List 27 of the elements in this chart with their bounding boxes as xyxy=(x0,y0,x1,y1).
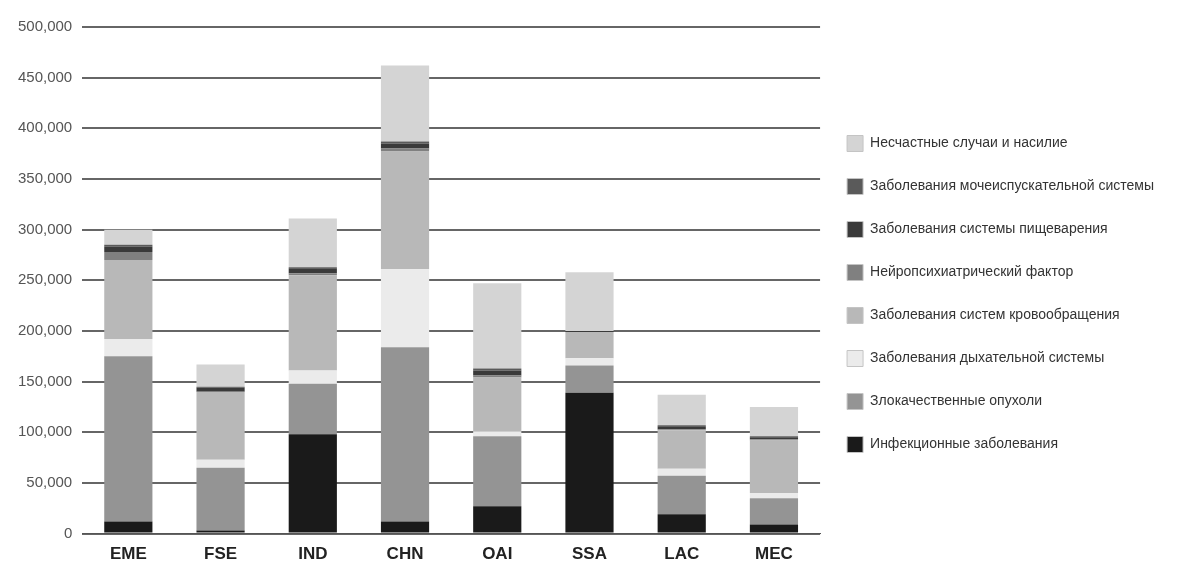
y-tick-label: 250,000 xyxy=(17,270,73,288)
x-tick-label: MEC xyxy=(755,544,793,564)
legend-label: Несчастные случаи и насилие xyxy=(870,134,1068,151)
y-tick-label: 300,000 xyxy=(17,219,73,237)
legend-label: Заболевания мочеиспускательной системы xyxy=(870,177,1154,194)
x-tick-label: IND xyxy=(298,544,328,564)
y-tick-label: 450,000 xyxy=(17,67,73,85)
x-tick-label: FSE xyxy=(204,544,238,564)
legend-label: Заболевания систем кровообращения xyxy=(870,306,1120,323)
x-tick-label: EME xyxy=(109,544,147,564)
y-tick-label: 350,000 xyxy=(17,169,73,187)
legend-label: Злокачественные опухоли xyxy=(870,392,1042,409)
x-tick-label: OAI xyxy=(482,544,513,564)
y-tick-label: 100,000 xyxy=(17,422,73,440)
legend-label: Заболевания дыхательной системы xyxy=(870,349,1105,366)
x-tick-label: CHN xyxy=(386,544,424,564)
y-tick-label: 50,000 xyxy=(26,473,73,491)
x-tick-label: LAC xyxy=(664,544,700,564)
y-tick-label: 0 xyxy=(63,523,73,541)
y-tick-label: 150,000 xyxy=(17,371,73,389)
x-tick-label: SSA xyxy=(572,544,607,564)
y-tick-label: 200,000 xyxy=(17,321,73,339)
legend-label: Нейропсихиатрический фактор xyxy=(870,263,1074,280)
y-tick-label: 500,000 xyxy=(17,17,73,35)
y-tick-label: 400,000 xyxy=(17,118,73,136)
legend-label: Инфекционные заболевания xyxy=(870,435,1058,452)
legend-label: Заболевания системы пищеварения xyxy=(870,220,1108,237)
